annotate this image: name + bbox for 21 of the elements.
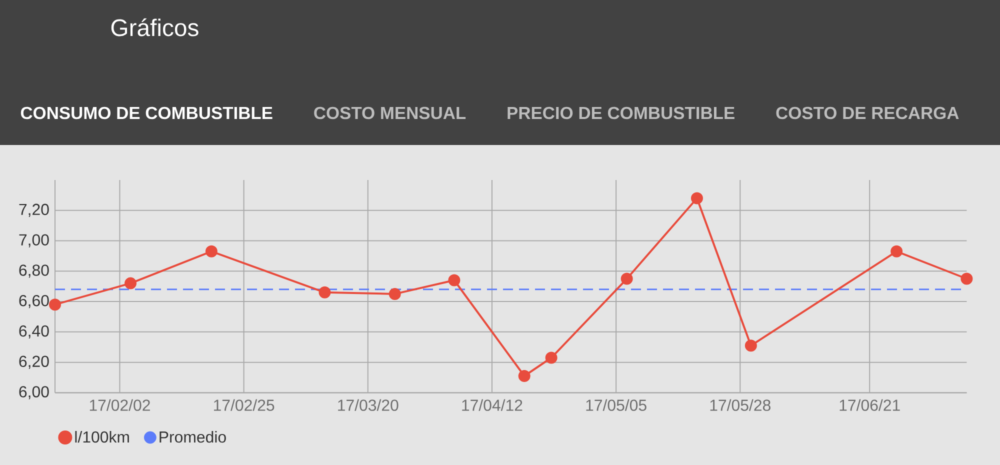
y-tick-label: 7,00 — [19, 234, 49, 248]
x-tick-label: 17/02/02 — [90, 399, 150, 411]
y-tick-label: 6,60 — [19, 294, 49, 308]
y-tick-label: 6,20 — [19, 356, 49, 369]
x-tick-label: 17/03/20 — [338, 399, 398, 411]
x-tick-label: 17/02/25 — [214, 399, 274, 411]
legend-label: l/100km — [75, 430, 129, 443]
chart-title: Gráficos — [111, 18, 198, 36]
y-tick-label: 6,80 — [19, 264, 49, 278]
y-tick-label: 7,20 — [19, 204, 49, 217]
chart-subtitle: CONSUMO DE COMBUSTIBLE — [20, 106, 272, 120]
text: COSTO DE RECARGA — [776, 106, 959, 120]
y-tick-label: 6,40 — [19, 325, 49, 339]
x-tick-label: 17/05/05 — [586, 399, 646, 411]
text: PRECIO DE COMBUSTIBLE — [508, 106, 734, 120]
text: COSTO MENSUAL — [314, 106, 466, 120]
x-tick-label: 17/05/28 — [710, 399, 770, 411]
x-tick-label: 17/04/12 — [462, 399, 522, 411]
y-tick-label: 6,00 — [19, 386, 49, 400]
legend-label: Promedio — [160, 430, 226, 443]
x-tick-label: 17/06/21 — [840, 399, 900, 411]
